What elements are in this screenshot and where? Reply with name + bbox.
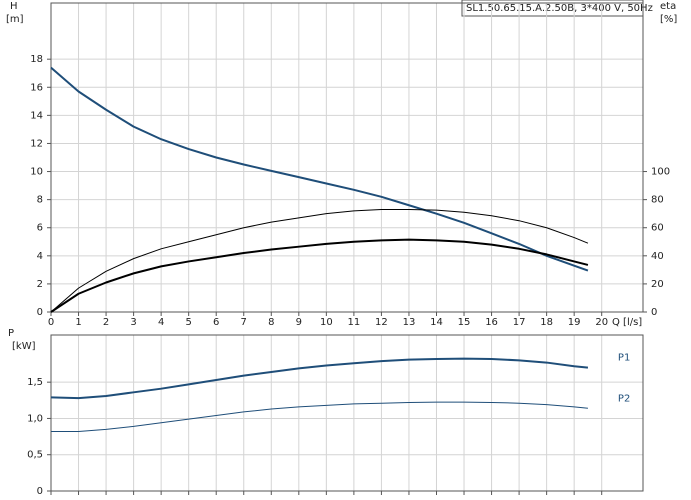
y-tick-label: 2 bbox=[37, 279, 43, 290]
x-tick-label: 11 bbox=[348, 317, 361, 328]
x-tick-label: 17 bbox=[513, 317, 526, 328]
y2-unit: [%] bbox=[660, 14, 677, 25]
y2-tick-label: 40 bbox=[651, 251, 664, 262]
x-tick-label: 1 bbox=[75, 317, 81, 328]
legend-label: P2 bbox=[618, 393, 630, 404]
y-tick-label: 0 bbox=[37, 486, 43, 497]
x-tick-label: 6 bbox=[213, 317, 219, 328]
y2-tick-label: 20 bbox=[651, 279, 664, 290]
y-tick-label: 0,5 bbox=[27, 450, 43, 461]
x-tick-label: 5 bbox=[185, 317, 191, 328]
y-tick-label: 12 bbox=[30, 138, 43, 149]
x-tick-label: 0 bbox=[48, 317, 54, 328]
series-line bbox=[50, 66, 589, 272]
plot-frame bbox=[50, 334, 644, 492]
x-tick-label: 18 bbox=[540, 317, 553, 328]
series-line bbox=[50, 357, 589, 400]
x-tick-label: 10 bbox=[320, 317, 333, 328]
x-label: Q [l/s] bbox=[612, 317, 642, 328]
x-tick-label: 4 bbox=[158, 317, 164, 328]
y-tick-label: 16 bbox=[30, 82, 43, 93]
x-tick-label: 13 bbox=[403, 317, 416, 328]
series-line bbox=[51, 401, 588, 432]
y-tick-label: 0 bbox=[37, 307, 43, 318]
y-tick-label: 10 bbox=[30, 167, 43, 178]
x-tick-label: 2 bbox=[103, 317, 109, 328]
y2-tick-label: 80 bbox=[651, 195, 664, 206]
y-unit: [m] bbox=[6, 14, 24, 25]
y2-label: eta bbox=[660, 1, 676, 12]
x-tick-label: 16 bbox=[485, 317, 498, 328]
x-tick-label: 12 bbox=[375, 317, 388, 328]
y-tick-label: 6 bbox=[37, 223, 43, 234]
x-tick-label: 14 bbox=[430, 317, 443, 328]
x-tick-label: 15 bbox=[458, 317, 471, 328]
series-line bbox=[50, 238, 589, 313]
y2-tick-label: 0 bbox=[651, 307, 657, 318]
y-tick-label: 14 bbox=[30, 110, 43, 121]
x-tick-label: 20 bbox=[595, 317, 608, 328]
x-tick-label: 3 bbox=[130, 317, 136, 328]
legend-label: P1 bbox=[618, 353, 630, 364]
plot-frame bbox=[50, 2, 644, 313]
x-tick-label: 7 bbox=[241, 317, 247, 328]
y-tick-label: 8 bbox=[37, 195, 43, 206]
y2-tick-label: 100 bbox=[651, 167, 670, 178]
x-tick-label: 19 bbox=[568, 317, 581, 328]
x-tick-label: 9 bbox=[296, 317, 302, 328]
y-label: H bbox=[10, 1, 18, 12]
y-tick-label: 4 bbox=[37, 251, 43, 262]
x-tick-label: 8 bbox=[268, 317, 274, 328]
y-tick-label: 1,0 bbox=[27, 413, 43, 424]
y-unit: [kW] bbox=[12, 341, 36, 352]
y-tick-label: 18 bbox=[30, 54, 43, 65]
chart-title: SL1.50.65.15.A.2.50B, 3*400 V, 50Hz bbox=[466, 3, 653, 14]
series-line bbox=[50, 208, 589, 313]
y2-tick-label: 60 bbox=[651, 223, 664, 234]
y-label: P bbox=[8, 328, 14, 339]
y-tick-label: 1,5 bbox=[27, 377, 43, 388]
